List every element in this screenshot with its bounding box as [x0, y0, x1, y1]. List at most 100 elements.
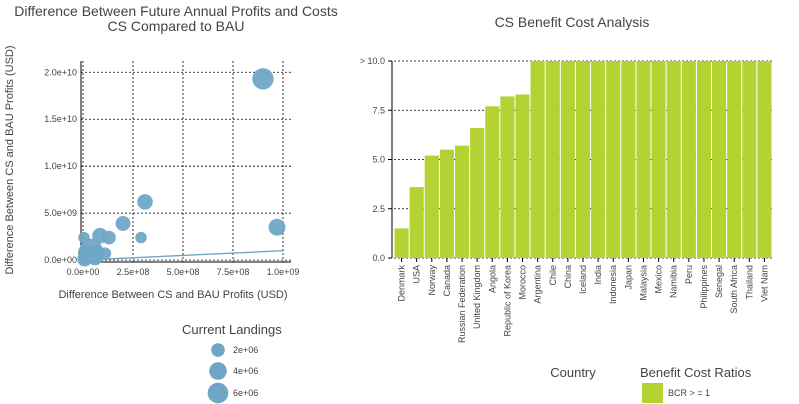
bar-x-tick-label: Russian Federation — [457, 265, 467, 343]
bar-x-tick-label: Morocco — [518, 265, 528, 300]
bar-y-tick-labels: 0.0 2.5 5.0 7.5 > 10.0 — [360, 56, 392, 263]
bar-legend-title: Benefit Cost Ratios — [640, 365, 752, 380]
bar[interactable] — [485, 106, 500, 258]
bar-x-tick-label: Japan — [623, 265, 633, 290]
bar-x-tick-label: Senegal — [714, 265, 724, 298]
bar[interactable] — [636, 61, 651, 258]
bar-x-tick-label: Philippines — [699, 265, 709, 309]
bar-x-tick-label: Denmark — [397, 265, 407, 302]
bar-x-tick-label: Indonesia — [608, 265, 618, 304]
bar-x-tick-label: South Africa — [729, 265, 739, 314]
scatter-point[interactable] — [77, 251, 92, 267]
bar-y-tick-label: 7.5 — [372, 105, 385, 115]
bar[interactable] — [424, 155, 439, 258]
scatter-legend-label: 6e+06 — [233, 388, 258, 398]
bar[interactable] — [681, 61, 696, 258]
bar[interactable] — [742, 61, 757, 258]
bar[interactable] — [439, 149, 454, 258]
bar[interactable] — [409, 187, 424, 258]
bar[interactable] — [621, 61, 636, 258]
bar-x-tick-label: Iceland — [578, 265, 588, 294]
bar[interactable] — [575, 61, 591, 258]
scatter-legend-label: 4e+06 — [233, 366, 258, 376]
bar-x-tick-labels: Denmark USA Norway Canada Russian Federation… — [397, 258, 769, 343]
bar[interactable] — [696, 61, 712, 258]
scatter-trend-line — [82, 250, 284, 261]
scatter-legend-marker — [207, 382, 229, 404]
bar-x-tick-label: Viet Nam — [759, 265, 769, 302]
scatter-x-tick-label: 5.0e+08 — [167, 267, 200, 277]
scatter-legend-title: Current Landings — [182, 322, 282, 337]
bar[interactable] — [606, 61, 621, 258]
scatter-x-tick-label: 2.5e+08 — [117, 267, 150, 277]
scatter-point[interactable] — [137, 194, 153, 210]
scatter-gridlines — [81, 61, 291, 262]
bar[interactable] — [470, 127, 485, 258]
scatter-title-line2: CS Compared to BAU — [108, 18, 245, 34]
scatter-tick-labels: 0.0e+00 2.5e+08 5.0e+08 7.5e+08 1.0e+09 0.0e+… — [44, 67, 299, 277]
scatter-title-line1: Difference Between Future Annual Profits… — [14, 3, 337, 19]
scatter-legend-marker — [209, 362, 227, 380]
scatter-legend-label: 2e+06 — [233, 345, 258, 355]
bar-x-tick-label: Canada — [442, 265, 452, 297]
scatter-point[interactable] — [115, 216, 131, 231]
scatter-points — [77, 68, 286, 267]
bar-chart: CS Benefit Cost Analysis 0.0 2.5 5.0 7.5 > 1… — [360, 14, 772, 403]
bar-x-tick-label: USA — [412, 265, 422, 284]
scatter-y-label: Difference Between CS and BAU Profits (U… — [4, 45, 16, 274]
bar[interactable] — [530, 61, 545, 258]
scatter-legend-marker — [211, 343, 225, 357]
scatter-x-label: Difference Between CS and BAU Profits (U… — [58, 289, 287, 301]
scatter-y-tick-label: 0.0e+00 — [44, 255, 77, 265]
bar-x-tick-label: United Kingdom — [472, 265, 482, 329]
bar-x-tick-label: Republic of Korea — [502, 265, 512, 337]
bar[interactable] — [727, 61, 742, 258]
bar[interactable] — [515, 94, 530, 259]
bar-x-tick-label: Namibia — [669, 265, 679, 298]
scatter-point[interactable] — [135, 231, 147, 244]
bar-x-tick-label: Norway — [427, 265, 437, 296]
bar[interactable] — [394, 228, 409, 258]
bar[interactable] — [454, 145, 470, 258]
scatter-point[interactable] — [92, 227, 108, 244]
scatter-y-tick-label: 2.0e+10 — [44, 67, 77, 77]
bar-legend-label: BCR > = 1 — [668, 388, 710, 398]
bar-x-tick-label: Angola — [487, 265, 497, 293]
bar-x-tick-label: Chile — [548, 265, 558, 286]
scatter-point[interactable] — [78, 231, 90, 244]
bar-x-tick-label: India — [593, 265, 603, 285]
scatter-point[interactable] — [268, 218, 286, 236]
bar[interactable] — [651, 61, 666, 258]
bar[interactable] — [560, 61, 575, 258]
bar-y-tick-label: 2.5 — [372, 204, 385, 214]
bar-bars — [394, 61, 772, 259]
bar-y-tick-label: 5.0 — [372, 155, 385, 165]
bar-legend-swatch — [642, 383, 663, 403]
bar[interactable] — [757, 61, 772, 258]
scatter-legend: 2e+06 4e+06 6e+06 — [207, 343, 258, 404]
bar-x-tick-label: Peru — [684, 265, 694, 284]
scatter-x-tick-label: 0.0e+00 — [67, 267, 100, 277]
bar[interactable] — [545, 61, 560, 258]
scatter-point[interactable] — [252, 68, 274, 90]
bar[interactable] — [500, 96, 515, 259]
scatter-y-tick-label: 1.5e+10 — [44, 114, 77, 124]
bar-x-tick-label: Argentina — [533, 265, 543, 304]
bar[interactable] — [666, 61, 681, 258]
bar-y-tick-label: 0.0 — [372, 253, 385, 263]
bar-y-tick-label: > 10.0 — [360, 56, 385, 66]
scatter-x-tick-label: 1.0e+09 — [267, 267, 300, 277]
bar[interactable] — [712, 61, 727, 258]
bar-title: CS Benefit Cost Analysis — [495, 14, 650, 30]
scatter-y-tick-label: 1.0e+10 — [44, 161, 77, 171]
bar-x-label: Country — [550, 365, 596, 380]
bar[interactable] — [591, 61, 606, 258]
bar-x-tick-label: Thailand — [744, 265, 754, 300]
bar-x-tick-label: Malaysia — [638, 265, 648, 301]
bar-x-tick-label: China — [563, 265, 573, 289]
scatter-x-tick-label: 7.5e+08 — [217, 267, 250, 277]
scatter-chart: Difference Between Future Annual Profits… — [4, 3, 338, 404]
bar-x-tick-label: Mexico — [654, 265, 664, 294]
